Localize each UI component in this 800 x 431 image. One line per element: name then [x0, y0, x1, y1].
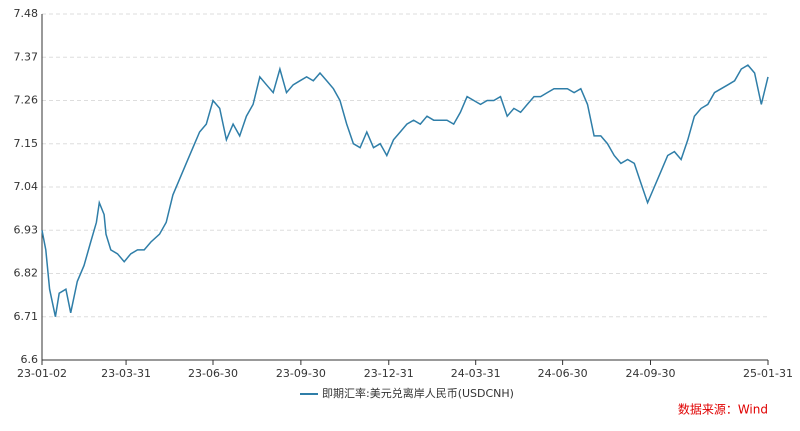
x-tick-label: 23-01-02 [17, 367, 67, 380]
y-tick-label: 7.15 [14, 137, 39, 150]
y-tick-label: 7.26 [14, 94, 39, 107]
y-tick-label: 6.82 [14, 267, 39, 280]
source: 数据来源：Wind [678, 402, 768, 417]
y-tick-label: 6.71 [14, 310, 39, 323]
legend-label: 即期汇率:美元兑离岸人民币(USDCNH) [322, 386, 514, 400]
x-tick-label: 24-06-30 [538, 367, 588, 380]
y-tick-label: 7.48 [14, 7, 39, 20]
x-tick-label: 25-01-31 [743, 367, 793, 380]
x-tick-label: 23-06-30 [188, 367, 238, 380]
x-tick-label: 24-09-30 [626, 367, 676, 380]
x-tick-label: 23-03-31 [101, 367, 151, 380]
line [41, 64, 769, 317]
y-tick-label: 6.6 [21, 353, 39, 366]
y-tick-label: 6.93 [14, 223, 39, 236]
y-tick-label: 7.04 [14, 180, 39, 193]
y-tick-label: 7.37 [14, 50, 39, 63]
x-tick-label: 24-03-31 [451, 367, 501, 380]
x-tick-label: 23-09-30 [276, 367, 326, 380]
x-tick-label: 23-12-31 [364, 367, 414, 380]
